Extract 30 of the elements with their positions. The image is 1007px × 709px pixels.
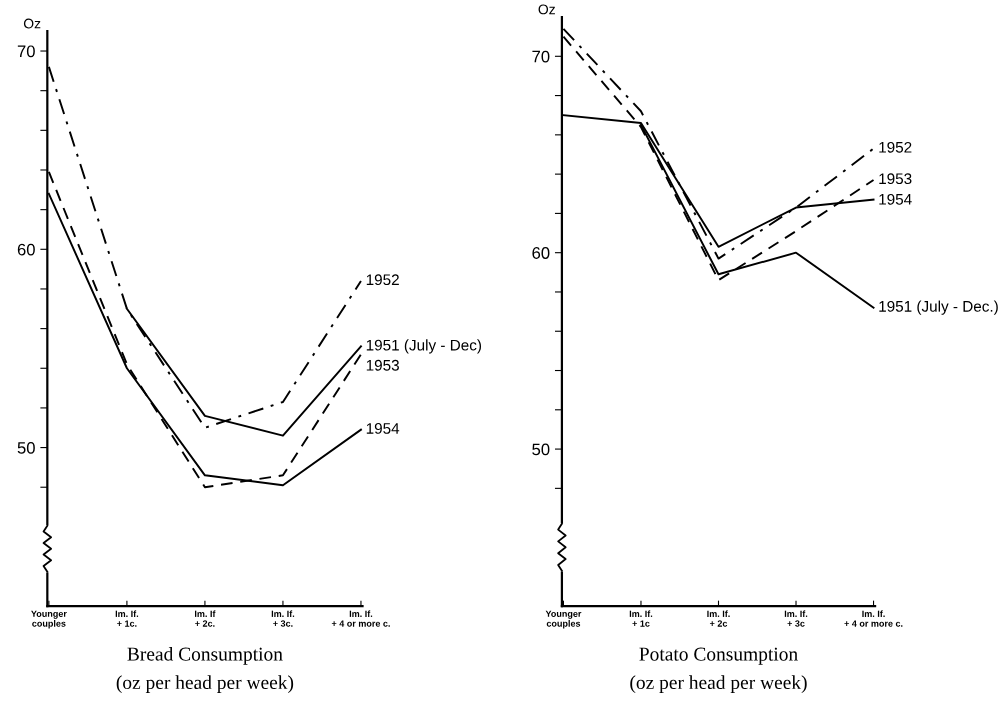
x-tick-label: Im. If. + 3c. [271, 610, 295, 627]
y-tick-label: 60 [532, 247, 550, 259]
text: Potato Consumption [639, 647, 798, 665]
y-axis-title: Oz [23, 18, 41, 29]
text: (oz per head per week) [630, 675, 807, 693]
x-tick-label: Im. If. + 3c [784, 610, 808, 627]
x-tick-label: Younger couples [31, 610, 67, 629]
x-tick-label: Im. If. + 2c [707, 610, 730, 627]
series-label: 1952 [879, 141, 912, 153]
series-label: 1952 [366, 274, 399, 286]
series-label: 1953 [879, 173, 912, 185]
x-tick-label: Im. If. + 1c [629, 610, 653, 627]
text: (oz per head per week) [116, 675, 294, 693]
x-tick-label: Im. If + 2c. [195, 610, 216, 627]
y-axis-title: Oz [538, 4, 555, 15]
series-label: 1951 (July - Dec) [366, 339, 482, 354]
series-label: 1954 [366, 423, 400, 434]
y-tick-label: 70 [17, 45, 35, 58]
series-label: 1954 [879, 193, 912, 205]
x-tick-label: Im. If. + 4 or more c. [844, 610, 903, 627]
x-tick-label: Im. If. + 1c. [115, 610, 139, 627]
x-tick-label: Younger couples [545, 610, 582, 629]
x-tick-label: Im. If. + 4 or more c. [331, 610, 390, 627]
y-tick-label: 60 [17, 243, 35, 256]
text: Bread Consumption [127, 647, 283, 665]
y-tick-label: 50 [17, 441, 35, 454]
y-tick-label: 70 [532, 50, 550, 63]
y-tick-label: 50 [532, 443, 550, 456]
series-label: 1953 [366, 359, 399, 371]
series-label: 1951 (July - Dec.) [879, 300, 998, 315]
